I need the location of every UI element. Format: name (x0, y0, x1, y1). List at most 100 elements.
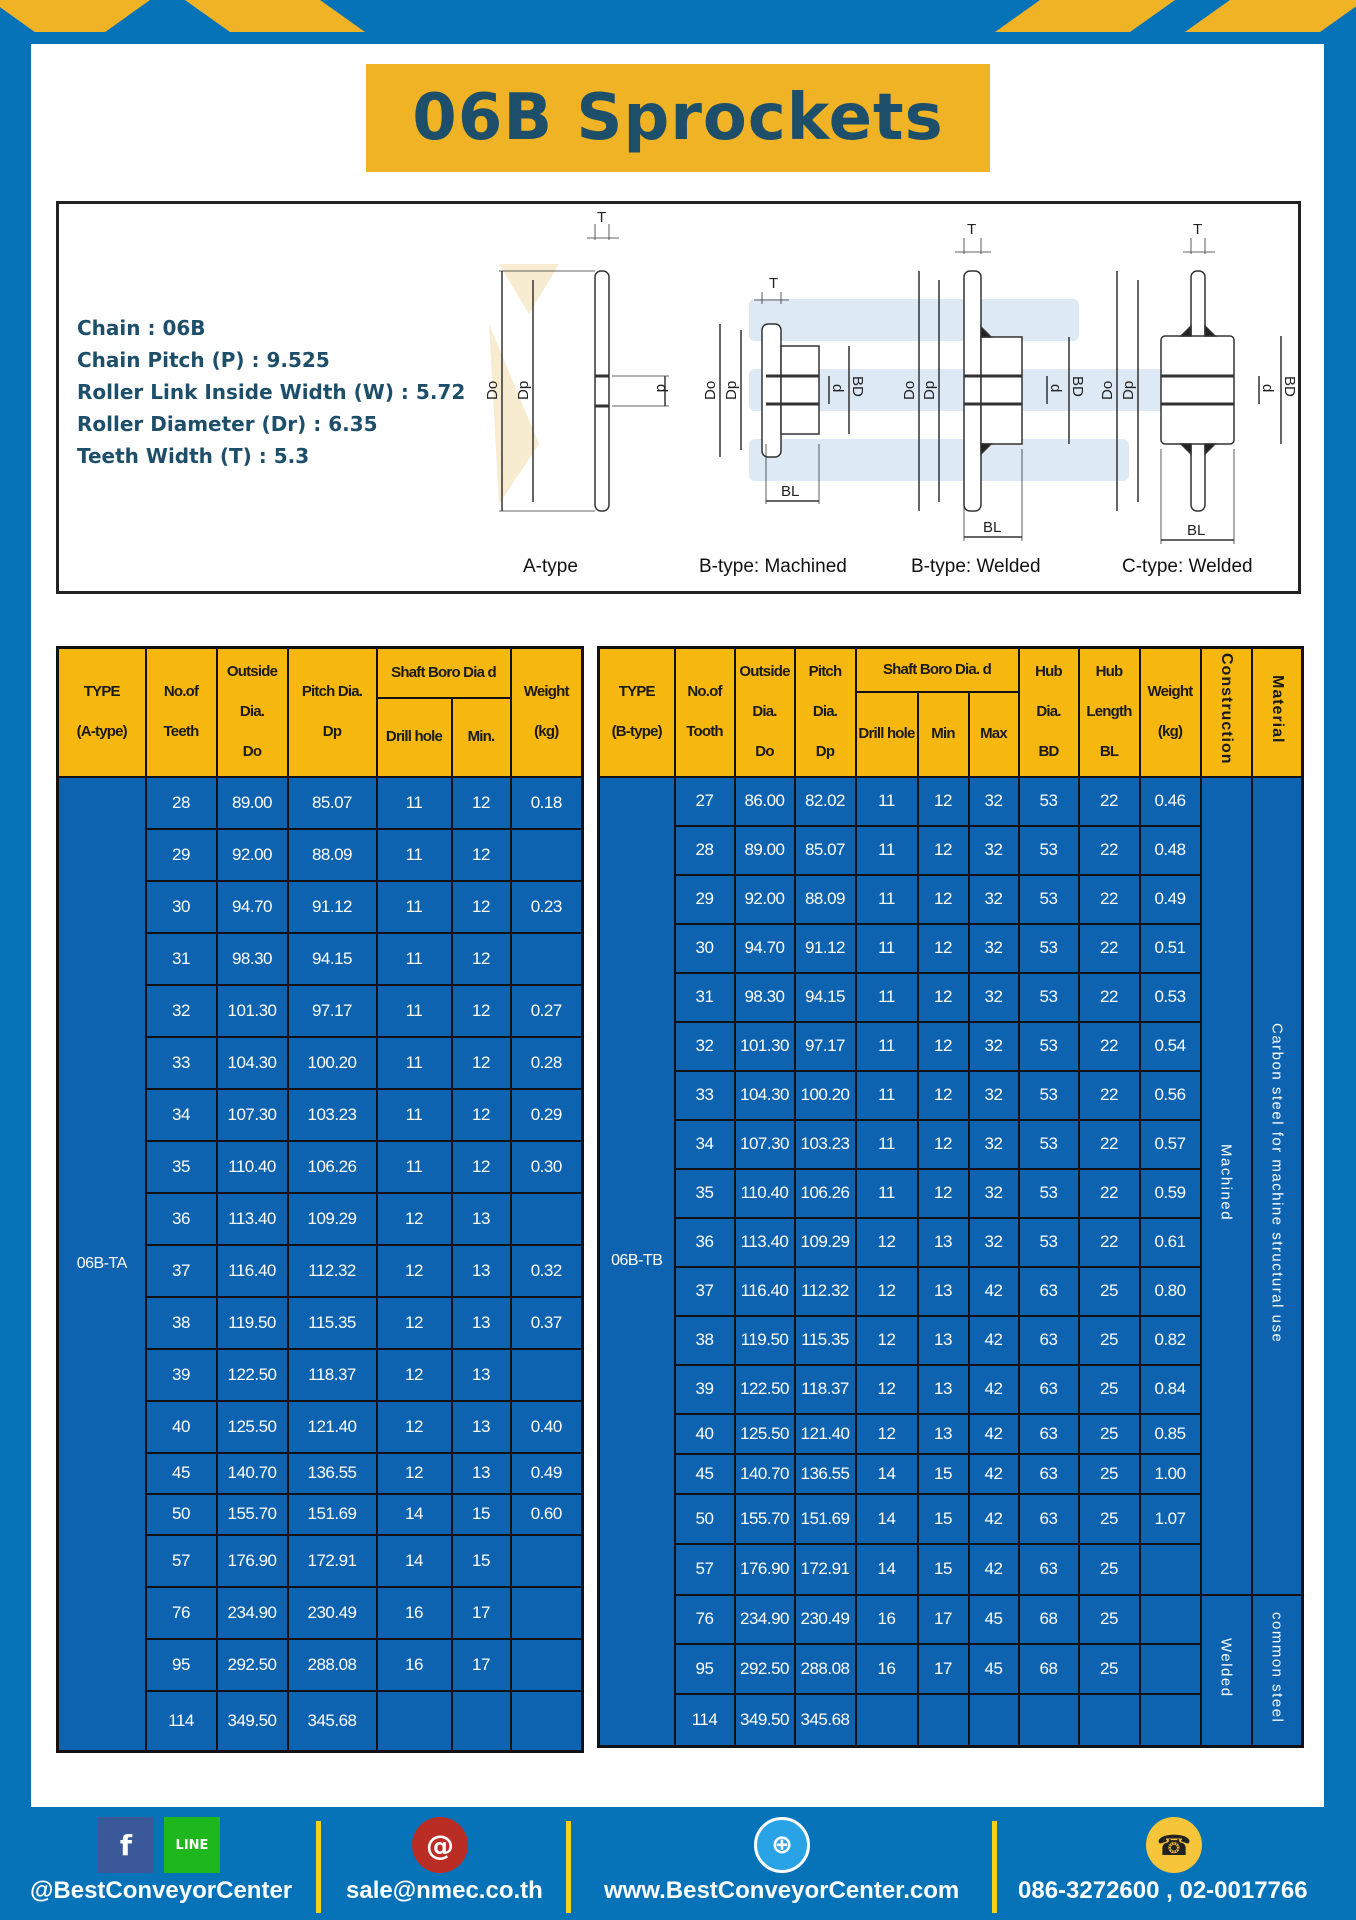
cell-weight (1138, 1692, 1202, 1748)
dim-bl: BL (1187, 522, 1205, 539)
spec-label: Roller Diameter (Dr) (77, 412, 307, 436)
cell-max: 32 (967, 1069, 1020, 1121)
cell-teeth: 28 (144, 775, 218, 830)
cell-drill-hole: 16 (375, 1585, 453, 1640)
email-link[interactable]: sale@nmec.co.th (346, 1877, 543, 1904)
header-shaft-bore: Shaft Boro Dia d (375, 646, 512, 699)
cell-min: 13 (450, 1451, 512, 1495)
cell-drill-hole: 11 (854, 922, 919, 974)
dim-bd: BD (849, 376, 866, 397)
cell-hub-length (1077, 1692, 1141, 1748)
cell-min: 12 (916, 1167, 970, 1219)
cell-drill-hole: 14 (375, 1533, 453, 1588)
header-pitch-dia: Pitch Dia. Dp (793, 646, 857, 778)
header-type: TYPE (A-type) (56, 646, 147, 778)
spec-label: Roller Link Inside Width (W) (77, 380, 394, 404)
divider (992, 1821, 997, 1913)
table-row: 34 107.30 103.23 11 12 32 53 22 0.57 (599, 1118, 1303, 1170)
b-type-table: TYPE (B-type) No.of Tooth Outside Dia. Do Pi… (597, 646, 1305, 1748)
cell-weight: 0.85 (1138, 1412, 1202, 1455)
cell-hub-dia: 63 (1017, 1363, 1080, 1415)
cell-hub-length: 25 (1077, 1642, 1141, 1695)
cell-drill-hole: 12 (375, 1347, 453, 1402)
cell-hub-length: 25 (1077, 1412, 1141, 1455)
cell-weight: 1.00 (1138, 1452, 1202, 1495)
website-link[interactable]: www.BestConveyorCenter.com (604, 1877, 960, 1904)
cell-teeth: 39 (673, 1363, 736, 1415)
cell-teeth: 38 (144, 1295, 218, 1350)
cell-max: 32 (967, 922, 1020, 974)
cell-drill-hole: 11 (375, 775, 453, 830)
cell-max: 32 (967, 824, 1020, 876)
cell-drill-hole: 11 (854, 775, 919, 827)
cell-max (967, 1692, 1020, 1748)
cell-outside-dia: 119.50 (215, 1295, 289, 1350)
cell-drill-hole: 11 (854, 1069, 919, 1121)
cell-drill-hole: 11 (854, 824, 919, 876)
phone-numbers[interactable]: 086-3272600 , 02-0017766 (1018, 1877, 1308, 1904)
cell-pitch-dia: 230.49 (286, 1585, 378, 1640)
cell-weight (509, 1689, 584, 1753)
decor-stripe (185, 0, 365, 32)
table-row: 33 104.30 100.20 11 12 0.28 (58, 1035, 584, 1090)
cell-hub-dia: 63 (1017, 1542, 1080, 1596)
table-row: 28 89.00 85.07 11 12 32 53 22 0.48 (599, 824, 1303, 876)
cell-min: 13 (916, 1314, 970, 1366)
dim-t: T (597, 209, 606, 226)
cell-min (450, 1689, 512, 1753)
cell-drill-hole: 14 (854, 1492, 919, 1545)
cell-min: 12 (450, 879, 512, 934)
cell-teeth: 45 (144, 1451, 218, 1495)
cell-min: 13 (450, 1191, 512, 1246)
cell-weight: 0.27 (509, 983, 584, 1038)
dim-bl: BL (983, 519, 1001, 536)
cell-min: 12 (450, 1035, 512, 1090)
cell-hub-length: 22 (1077, 873, 1141, 925)
social-handle[interactable]: @BestConveyorCenter (30, 1877, 293, 1904)
cell-hub-dia: 53 (1017, 1216, 1080, 1268)
cell-min: 15 (450, 1492, 512, 1536)
cell-teeth: 34 (144, 1087, 218, 1142)
table-row: 29 92.00 88.09 11 12 (58, 827, 584, 882)
cell-outside-dia: 119.50 (733, 1314, 796, 1366)
header-weight: Weight (kg) (1138, 646, 1202, 778)
footer-website[interactable]: ⊕ www.BestConveyorCenter.com (572, 1807, 992, 1920)
cell-min: 13 (916, 1363, 970, 1415)
cell-drill-hole: 12 (854, 1216, 919, 1268)
dim-d: d (1259, 384, 1276, 392)
cell-hub-dia: 53 (1017, 1118, 1080, 1170)
cell-min: 12 (450, 775, 512, 830)
cell-teeth: 36 (144, 1191, 218, 1246)
table-row: 45 140.70 136.55 12 13 0.49 (58, 1451, 584, 1495)
cell-teeth: 30 (144, 879, 218, 934)
facebook-icon[interactable]: f (98, 1817, 154, 1873)
material-cell: Carbon steel for machine structural use (1250, 775, 1304, 1596)
line-icon[interactable]: LINE (164, 1817, 220, 1873)
table-row: 114 349.50 345.68 (599, 1692, 1303, 1748)
dim-bd: BD (1281, 376, 1298, 397)
footer-phone[interactable]: ☎ 086-3272600 , 02-0017766 (998, 1807, 1356, 1920)
cell-weight (509, 1191, 584, 1246)
cell-min: 13 (450, 1347, 512, 1402)
cell-max: 32 (967, 1216, 1020, 1268)
spec-value: 5.3 (273, 444, 310, 468)
table-row: 36 113.40 109.29 12 13 (58, 1191, 584, 1246)
cell-drill-hole: 16 (854, 1642, 919, 1695)
cell-outside-dia: 101.30 (215, 983, 289, 1038)
cell-hub-length: 25 (1077, 1492, 1141, 1545)
cell-hub-dia: 63 (1017, 1452, 1080, 1495)
dim-do: Do (901, 381, 918, 400)
cell-teeth: 95 (144, 1637, 218, 1692)
cell-hub-dia: 53 (1017, 775, 1080, 827)
cell-outside-dia: 94.70 (733, 922, 796, 974)
cell-hub-dia: 53 (1017, 971, 1080, 1023)
cell-hub-length: 25 (1077, 1542, 1141, 1596)
cell-teeth: 76 (144, 1585, 218, 1640)
cell-min: 13 (916, 1412, 970, 1455)
cell-hub-length: 22 (1077, 1020, 1141, 1072)
footer-email[interactable]: @ sale@nmec.co.th (322, 1807, 562, 1920)
dim-do: Do (484, 381, 501, 400)
footer-social[interactable]: f LINE @BestConveyorCenter (0, 1807, 315, 1920)
cell-drill-hole: 11 (854, 873, 919, 925)
cell-weight (509, 931, 584, 986)
